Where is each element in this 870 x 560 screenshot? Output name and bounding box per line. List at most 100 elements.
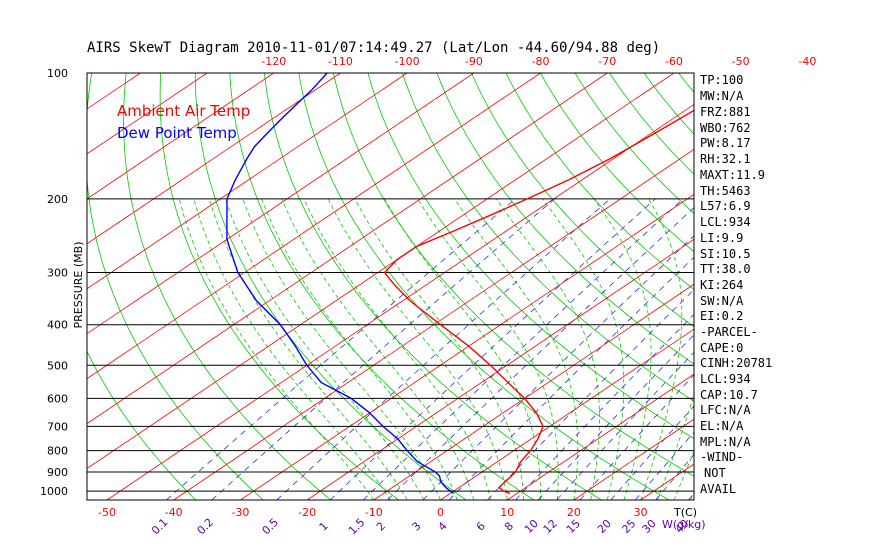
- index-th: TH:5463: [700, 184, 751, 198]
- index-maxt: MAXT:11.9: [700, 168, 765, 182]
- isobars: [87, 73, 694, 492]
- pressure-axis: 100 200 300 400 500 600 700 800 900 1000: [40, 67, 68, 498]
- top-temp-tick--40: -40: [798, 55, 816, 68]
- moist-adiabat--2.5: [225, 198, 425, 500]
- top-temp-tick--120: -120: [261, 55, 286, 68]
- dry-adiabat-80: [471, 73, 694, 328]
- isotherm--70: [87, 73, 608, 425]
- dry-adiabat--40: [87, 350, 196, 500]
- mixing-ratio-line-3: [422, 235, 694, 500]
- index-tp: TP:100: [700, 73, 743, 87]
- index-mw: MW:N/A: [700, 89, 744, 103]
- top-temp-tick--80: -80: [532, 55, 550, 68]
- moist-adiabat-32.5: [656, 393, 694, 500]
- mixing-ratio-tick-3: 3: [409, 519, 423, 533]
- mixing-ratio-tick-6: 6: [474, 519, 488, 533]
- index-ei: EI:0.2: [700, 309, 743, 323]
- dry-adiabat-30: [298, 73, 670, 500]
- pressure-tick-300: 300: [47, 267, 68, 280]
- isotherm-50: [774, 73, 870, 500]
- dry-adiabat-40: [333, 73, 694, 477]
- mixing-ratio-line-15: [579, 374, 694, 500]
- index-wind-not: NOT: [704, 466, 726, 480]
- pressure-tick-400: 400: [47, 319, 68, 332]
- mixing-ratio-line-0.5: [276, 198, 611, 500]
- stability-indices-panel: TP:100 MW:N/A FRZ:881 WBO:762 PW:8.17 RH…: [700, 73, 772, 496]
- index-cap: CAP:10.7: [700, 388, 758, 402]
- moist-adiabat-25: [542, 198, 625, 500]
- dry-adiabat-10: [229, 73, 535, 500]
- plot-frame: [86, 72, 695, 501]
- mixing-ratio-axis: 0.1 0.2 0.5 1 1.5 2 3 4 6 8 10 12 15 20 25 30 40: [149, 516, 691, 538]
- mixing-ratio-tick-0.2: 0.2: [195, 516, 217, 538]
- index-wbo: WBO:762: [700, 121, 751, 135]
- temp-tick-30: 30: [634, 506, 648, 519]
- dry-adiabat-170: [782, 73, 870, 500]
- pressure-tick-100: 100: [47, 67, 68, 80]
- index-frz: FRZ:881: [700, 105, 751, 119]
- moist-adiabat--5: [208, 198, 408, 500]
- isotherm--110: [87, 73, 341, 245]
- mixing-ratio-line-6: [487, 289, 694, 500]
- isotherm--150: [0, 73, 74, 500]
- dry-adiabat-70: [436, 73, 694, 365]
- index-parcel-lcl: LCL:934: [700, 372, 751, 386]
- top-temp-tick--60: -60: [665, 55, 683, 68]
- moist-adiabat-15: [384, 198, 541, 500]
- isotherm-0: [440, 328, 694, 500]
- moist-adiabat--10: [178, 198, 375, 500]
- x-axis-label: T(C): [673, 506, 697, 519]
- mixing-ratio-tick-4: 4: [436, 519, 450, 533]
- index-ki: KI:264: [700, 278, 743, 292]
- dry-adiabat-130: [643, 73, 694, 135]
- isotherm--10: [373, 283, 694, 500]
- dry-adiabat-160: [748, 73, 870, 500]
- mixing-ratio-tick-25: 25: [619, 517, 638, 536]
- moist-adiabat-5: [281, 198, 475, 500]
- ambient-air-temp-line: [383, 109, 694, 495]
- mixing-ratio-line-12: [556, 351, 694, 500]
- mixing-ratio-line-10: [537, 334, 694, 500]
- isotherm-10: [507, 373, 694, 500]
- dry-adiabat-100: [540, 73, 694, 253]
- temperature-axis-bottom: -50 -40 -30 -20 -10 0 10 20 30: [98, 506, 648, 519]
- temp-tick-10: 10: [500, 506, 514, 519]
- mixing-ratio-line-1: [329, 198, 656, 500]
- top-temp-tick--50: -50: [732, 55, 750, 68]
- dry-adiabat-90: [505, 73, 694, 290]
- moist-adiabat-27.5: [593, 198, 652, 500]
- index-li: LI:9.9: [700, 231, 743, 245]
- pressure-tick-200: 200: [47, 193, 68, 206]
- isotherm--60: [87, 73, 675, 470]
- moist-adiabat-2.5: [261, 198, 458, 500]
- mixing-ratio-lines: [166, 198, 694, 500]
- isotherm--130: [87, 73, 208, 155]
- chart-title: AIRS SkewT Diagram 2010-11-01/07:14:49.2…: [87, 40, 660, 56]
- dry-adiabat--20: [123, 73, 332, 500]
- isotherm--80: [87, 73, 541, 380]
- mixing-ratio-tick-30: 30: [640, 517, 659, 536]
- index-sw: SW:N/A: [700, 294, 744, 308]
- moist-adiabat-30: [640, 198, 683, 500]
- moist-adiabat-22.5: [495, 198, 600, 500]
- temperature-axis-top: -120 -110 -100 -90 -80 -70 -60 -50 -40: [261, 55, 816, 68]
- isotherm-60: [841, 73, 870, 500]
- top-temp-tick--110: -110: [328, 55, 353, 68]
- temp-tick--20: -20: [298, 506, 316, 519]
- isotherm-30: [640, 463, 694, 500]
- index-parcel-header: -PARCEL-: [700, 325, 758, 339]
- moist-adiabat-35: [673, 449, 694, 500]
- mixing-ratio-tick-0.5: 0.5: [260, 516, 282, 538]
- temp-tick-20: 20: [567, 506, 581, 519]
- dry-adiabat-50: [367, 73, 694, 440]
- pressure-tick-500: 500: [47, 359, 68, 372]
- mixing-ratio-tick-8: 8: [502, 519, 516, 533]
- index-tt: TT:38.0: [700, 262, 751, 276]
- dry-adiabat-190: [851, 73, 870, 500]
- mixing-ratio-line-30: [655, 454, 694, 500]
- index-si: SI:10.5: [700, 247, 751, 261]
- pressure-tick-1000: 1000: [40, 485, 68, 498]
- temp-tick--30: -30: [231, 506, 249, 519]
- pressure-tick-800: 800: [47, 445, 68, 458]
